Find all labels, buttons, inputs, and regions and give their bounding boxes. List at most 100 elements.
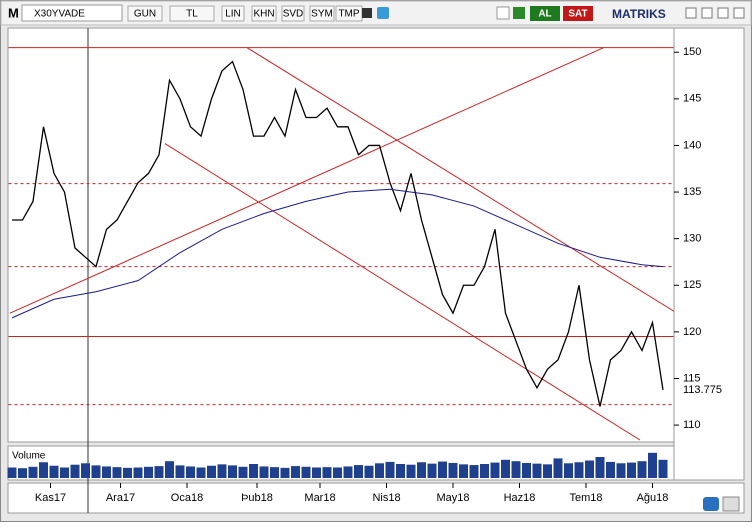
volume-bar [343,466,353,478]
volume-bar [270,467,279,478]
volume-bar [123,467,132,478]
volume-bar [322,467,332,478]
toolbar-button[interactable] [251,5,277,22]
volume-bar [585,460,594,478]
buy-label: AL [538,9,551,20]
volume-bar [133,467,143,478]
time-axis [7,482,745,514]
volume-bar [490,462,500,478]
tool-button[interactable] [496,6,510,20]
scroll-button[interactable] [722,496,740,512]
volume-bar [217,464,227,478]
volume-bar [396,464,405,478]
x-tick-label: May18 [436,492,469,504]
volume-bar [375,463,384,478]
x-tick-label: Haz18 [504,492,536,504]
volume-bar [28,466,38,478]
trend-line [164,143,641,441]
volume-bar [385,461,395,478]
volume-bar [165,461,174,478]
volume-bar [354,465,363,478]
refresh-button[interactable] [513,7,525,19]
volume-bar [228,465,237,478]
y-tick-label: 115 [683,372,701,384]
x-tick-label: Ağu18 [637,492,669,504]
axis-panel [673,27,745,481]
volume-bar [91,465,101,478]
toolbar-button[interactable] [127,5,163,22]
price-line [12,60,664,407]
toolbar-button[interactable] [281,5,305,22]
volume-bar [522,462,531,478]
symbol-box[interactable] [21,4,123,22]
volume-bar [532,463,542,478]
toolbar-buttons: GUN TL LIN KHN SVD SYM TMP [127,5,363,22]
toolbar-button[interactable] [169,5,215,22]
volume-bar [553,458,563,478]
volume-bar [616,463,626,478]
y-tick-label: 110 [683,419,701,431]
volume-bar [102,466,111,478]
volume-bar [648,452,657,478]
volume-bar [186,466,195,478]
dropdown[interactable] [362,8,372,18]
toolbar-button-label: GUN [134,9,156,20]
y-tick-label: 120 [683,326,701,338]
price-layer [8,47,674,441]
volume-bar [480,464,489,478]
volume-bar [312,467,321,478]
volume-bar [364,465,374,478]
volume-bar [18,468,27,478]
toolbar-button[interactable] [309,5,335,22]
volume-bar [39,462,48,478]
y-tick-label: 130 [683,233,701,245]
moving-average [11,188,664,319]
volume-title: Volume [12,451,46,462]
volume-bar [438,461,447,478]
trend-line [246,47,674,312]
volume-bar [196,467,206,478]
win-btn[interactable] [717,7,729,19]
volume-bar [70,464,80,478]
win-btn[interactable] [701,7,713,19]
toolbar-button[interactable] [221,5,245,22]
logo: M [8,5,19,20]
win-btn[interactable] [733,7,745,19]
volume-bar [543,464,552,478]
volume-bar [511,461,521,478]
last-value-label: 113.775 [683,384,722,396]
volume-bar [238,466,248,478]
price-panel [7,27,675,443]
win-btn[interactable] [685,7,697,19]
buy-button[interactable] [530,6,560,21]
volume-bar [574,462,584,478]
volume-bar [417,462,426,478]
sell-button[interactable] [563,6,593,21]
toolbar [0,0,752,26]
trend-line [9,47,605,314]
volume-bar [175,465,185,478]
sync-button[interactable] [703,497,719,511]
toolbar-button-label: KHN [253,9,274,20]
toolbar-button-label: SYM [311,9,333,20]
volume-bar [459,464,468,478]
volume-bar [7,467,17,478]
twitter-button[interactable] [377,7,389,19]
volume-bar [448,462,458,478]
volume-bar [81,463,90,478]
volume-bar [427,463,437,478]
toolbar-button-label: LIN [225,9,241,20]
toolbar-button-label: TL [186,9,198,20]
volume-bar [154,466,164,478]
volume-bar [144,466,153,478]
x-tick-label: Ara17 [106,492,135,504]
y-tick-label: 145 [683,93,701,105]
y-tick-label: 140 [683,139,701,151]
volume-bar [658,459,668,478]
x-tick-label: Nis18 [372,492,400,504]
x-tick-label: Mar18 [304,492,335,504]
toolbar-button-label: SVD [283,9,304,20]
volume-bar [291,466,300,478]
volume-bar [637,461,647,478]
brand: MATRIKS [612,7,666,21]
